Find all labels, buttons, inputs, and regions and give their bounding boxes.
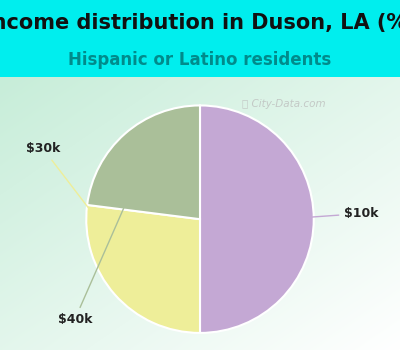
Wedge shape (86, 205, 200, 333)
Text: Income distribution in Duson, LA (%): Income distribution in Duson, LA (%) (0, 13, 400, 33)
Text: ⓘ City-Data.com: ⓘ City-Data.com (242, 99, 326, 109)
Wedge shape (87, 105, 200, 219)
Text: $30k: $30k (26, 142, 137, 271)
Wedge shape (200, 105, 314, 333)
Text: $40k: $40k (58, 160, 145, 326)
Text: $10k: $10k (285, 207, 379, 220)
Text: Hispanic or Latino residents: Hispanic or Latino residents (68, 51, 332, 69)
